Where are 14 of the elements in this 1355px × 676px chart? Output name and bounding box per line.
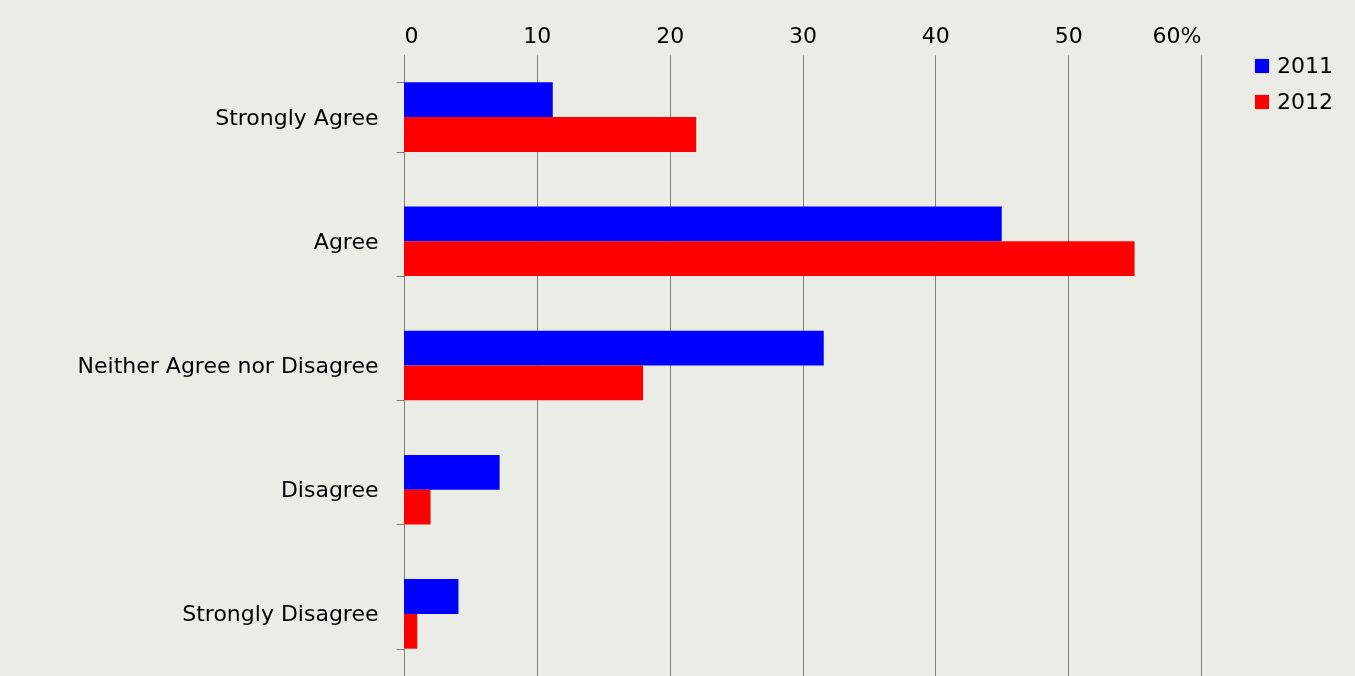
x-tick-label: 60% xyxy=(1152,22,1202,48)
x-tick-label: 10 xyxy=(523,22,552,48)
x-tick-label: 40 xyxy=(921,22,950,48)
x-tick-label: 50 xyxy=(1054,22,1083,48)
legend-label: 2012 xyxy=(1277,89,1333,114)
y-tick-label: Agree xyxy=(313,228,379,254)
legend-label: 2011 xyxy=(1277,53,1333,78)
y-tick-label: Neither Agree nor Disagree xyxy=(77,353,379,378)
x-tick-label: 30 xyxy=(789,22,817,48)
x-tick-label: 20 xyxy=(656,22,685,48)
y-tick-label: Strongly Agree xyxy=(215,104,379,130)
y-tick-label: Strongly Disagree xyxy=(182,601,379,627)
x-tick-label: 0 xyxy=(404,22,419,48)
y-tick-label: Disagree xyxy=(280,477,379,503)
